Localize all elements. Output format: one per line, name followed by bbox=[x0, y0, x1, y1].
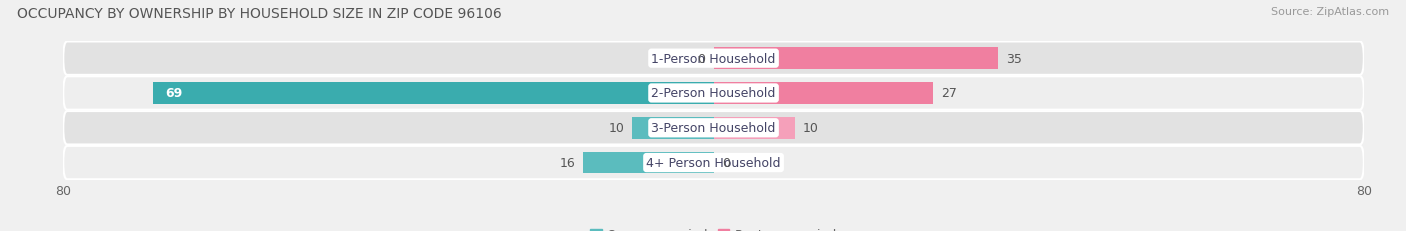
FancyBboxPatch shape bbox=[63, 112, 1364, 145]
Text: OCCUPANCY BY OWNERSHIP BY HOUSEHOLD SIZE IN ZIP CODE 96106: OCCUPANCY BY OWNERSHIP BY HOUSEHOLD SIZE… bbox=[17, 7, 502, 21]
Text: 16: 16 bbox=[560, 156, 575, 169]
FancyBboxPatch shape bbox=[63, 42, 1364, 76]
Text: 4+ Person Household: 4+ Person Household bbox=[647, 156, 780, 169]
Text: 1-Person Household: 1-Person Household bbox=[651, 52, 776, 65]
Text: Source: ZipAtlas.com: Source: ZipAtlas.com bbox=[1271, 7, 1389, 17]
FancyBboxPatch shape bbox=[63, 77, 1364, 110]
Text: 10: 10 bbox=[609, 122, 624, 135]
Bar bbox=[583, 152, 713, 174]
Bar bbox=[153, 83, 713, 104]
Bar bbox=[713, 118, 794, 139]
Text: 27: 27 bbox=[941, 87, 957, 100]
Text: 10: 10 bbox=[803, 122, 818, 135]
Bar bbox=[713, 48, 998, 70]
FancyBboxPatch shape bbox=[63, 146, 1364, 179]
Text: 3-Person Household: 3-Person Household bbox=[651, 122, 776, 135]
Text: 0: 0 bbox=[721, 156, 730, 169]
Legend: Owner-occupied, Renter-occupied: Owner-occupied, Renter-occupied bbox=[585, 223, 842, 231]
Text: 2-Person Household: 2-Person Household bbox=[651, 87, 776, 100]
Text: 35: 35 bbox=[1007, 52, 1022, 65]
Bar bbox=[713, 83, 934, 104]
Bar bbox=[633, 118, 713, 139]
Text: 69: 69 bbox=[165, 87, 183, 100]
Text: 0: 0 bbox=[697, 52, 706, 65]
